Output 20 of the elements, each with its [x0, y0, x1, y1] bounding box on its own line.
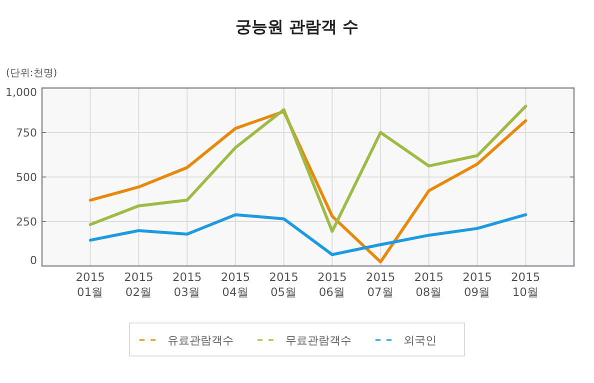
y-tick-label: 250: [16, 216, 37, 228]
legend-label: 무료관람객수: [286, 334, 352, 347]
chart-title: 궁능원 관람객 수: [235, 17, 359, 36]
x-tick-label: 2015 06월: [318, 270, 347, 299]
x-tick-label: 2015 08월: [414, 270, 444, 299]
x-tick-label: 2015 04월: [220, 270, 250, 299]
x-tick-label: 2015 03월: [172, 270, 202, 299]
legend-label: 외국인: [404, 334, 436, 347]
y-tick-label: 500: [16, 171, 37, 184]
x-tick-label: 2015 07월: [366, 270, 396, 299]
y-tick-label: 0: [30, 254, 37, 267]
x-tick-label: 2015 05월: [269, 270, 298, 299]
legend-label: 유료관람객수: [168, 334, 234, 347]
x-tick-label: 2015 01월: [76, 270, 106, 299]
x-tick-label: 2015 09월: [462, 270, 492, 299]
y-tick-label: 750: [16, 126, 37, 140]
x-tick-label: 2015 10월: [510, 270, 540, 299]
y-tick-label: 1,000: [6, 86, 37, 99]
x-tick-label: 2015 02월: [124, 270, 154, 299]
text: (단위:천명): [6, 68, 58, 79]
